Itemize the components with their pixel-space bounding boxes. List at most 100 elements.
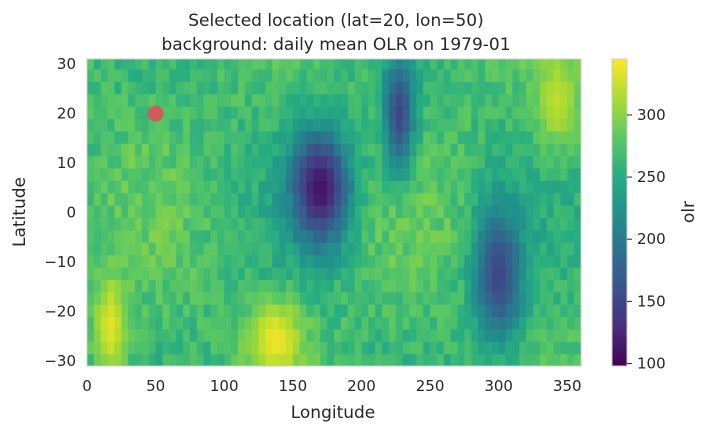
heatmap-cell <box>327 328 335 342</box>
heatmap-cell <box>306 353 315 366</box>
heatmap-cell <box>313 81 321 95</box>
heatmap-cell <box>265 316 273 330</box>
heatmap-cell <box>258 316 266 330</box>
y-tick-label: 10 <box>57 154 76 172</box>
heatmap-cell <box>347 205 356 219</box>
heatmap-cell <box>224 167 232 181</box>
heatmap-cell <box>532 130 541 144</box>
heatmap-cell <box>251 81 260 95</box>
heatmap-cell <box>334 291 342 305</box>
heatmap-cell <box>471 279 479 293</box>
heatmap-cell <box>114 328 122 342</box>
heatmap-cell <box>196 192 205 206</box>
heatmap-cell <box>320 81 328 95</box>
heatmap-cell <box>484 106 493 120</box>
heatmap-cell <box>464 266 472 280</box>
heatmap-cell <box>279 192 287 206</box>
heatmap-cell <box>203 254 212 268</box>
heatmap-cell <box>368 205 376 219</box>
heatmap-cell <box>546 192 555 206</box>
heatmap-cell <box>354 59 363 70</box>
heatmap-cell <box>471 192 479 206</box>
heatmap-cell <box>354 167 363 181</box>
heatmap-cell <box>450 291 459 305</box>
heatmap-cell <box>299 180 308 194</box>
heatmap-cell <box>258 167 266 181</box>
heatmap-cell <box>484 304 493 318</box>
heatmap-cell <box>87 192 95 206</box>
heatmap-cell <box>471 167 479 181</box>
heatmap-cell <box>464 229 472 243</box>
heatmap-cell <box>347 328 356 342</box>
heatmap-cell <box>347 229 356 243</box>
heatmap-cell <box>244 217 253 231</box>
heatmap-cell <box>560 192 568 206</box>
heatmap-cell <box>265 130 273 144</box>
heatmap-cell <box>546 316 555 330</box>
heatmap-cell <box>93 279 102 293</box>
heatmap-cell <box>100 291 109 305</box>
heatmap-cell <box>176 242 184 256</box>
heatmap-cell <box>368 93 376 107</box>
heatmap-cell <box>567 68 575 82</box>
heatmap-cell <box>436 192 445 206</box>
heatmap-cell <box>519 266 527 280</box>
heatmap-cell <box>224 242 232 256</box>
heatmap-cell <box>196 304 205 318</box>
heatmap-cell <box>217 341 225 355</box>
heatmap-cell <box>526 266 534 280</box>
heatmap-cell <box>121 180 129 194</box>
heatmap-cell <box>532 291 541 305</box>
heatmap-cell <box>464 167 472 181</box>
heatmap-cell <box>121 217 129 231</box>
heatmap-cell <box>388 130 397 144</box>
heatmap-cell <box>87 242 95 256</box>
heatmap-cell <box>100 229 109 243</box>
heatmap-cell <box>244 59 253 70</box>
heatmap-cell <box>361 341 369 355</box>
heatmap-cell <box>539 353 548 366</box>
heatmap-cell <box>107 59 116 70</box>
heatmap-cell <box>100 205 109 219</box>
heatmap-cell <box>121 68 129 82</box>
heatmap-cell <box>560 328 568 342</box>
colorbar-tick-label: 200 <box>637 230 666 248</box>
heatmap-cell <box>553 180 562 194</box>
heatmap-cell <box>546 304 555 318</box>
heatmap-cell <box>279 167 287 181</box>
heatmap-cell <box>526 316 534 330</box>
heatmap-cell <box>100 118 109 132</box>
heatmap-cell <box>265 118 273 132</box>
heatmap-cell <box>169 205 177 219</box>
heatmap-cell <box>306 205 315 219</box>
heatmap-cell <box>313 242 321 256</box>
heatmap-cell <box>107 106 116 120</box>
heatmap-cell <box>436 155 445 169</box>
heatmap-cell <box>148 59 157 70</box>
heatmap-cell <box>443 316 452 330</box>
heatmap-cell <box>121 118 129 132</box>
heatmap-cell <box>231 106 239 120</box>
heatmap-cell <box>251 143 260 157</box>
x-tick-label: 100 <box>210 377 239 395</box>
heatmap-cell <box>135 155 143 169</box>
heatmap-cell <box>148 279 157 293</box>
heatmap-cell <box>354 279 363 293</box>
heatmap-cell <box>388 279 397 293</box>
heatmap-cell <box>375 143 383 157</box>
heatmap-cell <box>155 167 164 181</box>
heatmap-cell <box>532 68 541 82</box>
heatmap-cell <box>251 205 260 219</box>
heatmap-cell <box>299 130 308 144</box>
heatmap-cell <box>375 266 383 280</box>
heatmap-cell <box>244 266 253 280</box>
heatmap-cell <box>464 291 472 305</box>
heatmap-cell <box>244 93 253 107</box>
heatmap-cell <box>100 217 109 231</box>
heatmap-cell <box>443 180 452 194</box>
heatmap-cell <box>512 242 520 256</box>
heatmap-cell <box>553 81 562 95</box>
heatmap-cell <box>491 254 500 268</box>
heatmap-cell <box>141 254 150 268</box>
heatmap-cell <box>375 192 383 206</box>
